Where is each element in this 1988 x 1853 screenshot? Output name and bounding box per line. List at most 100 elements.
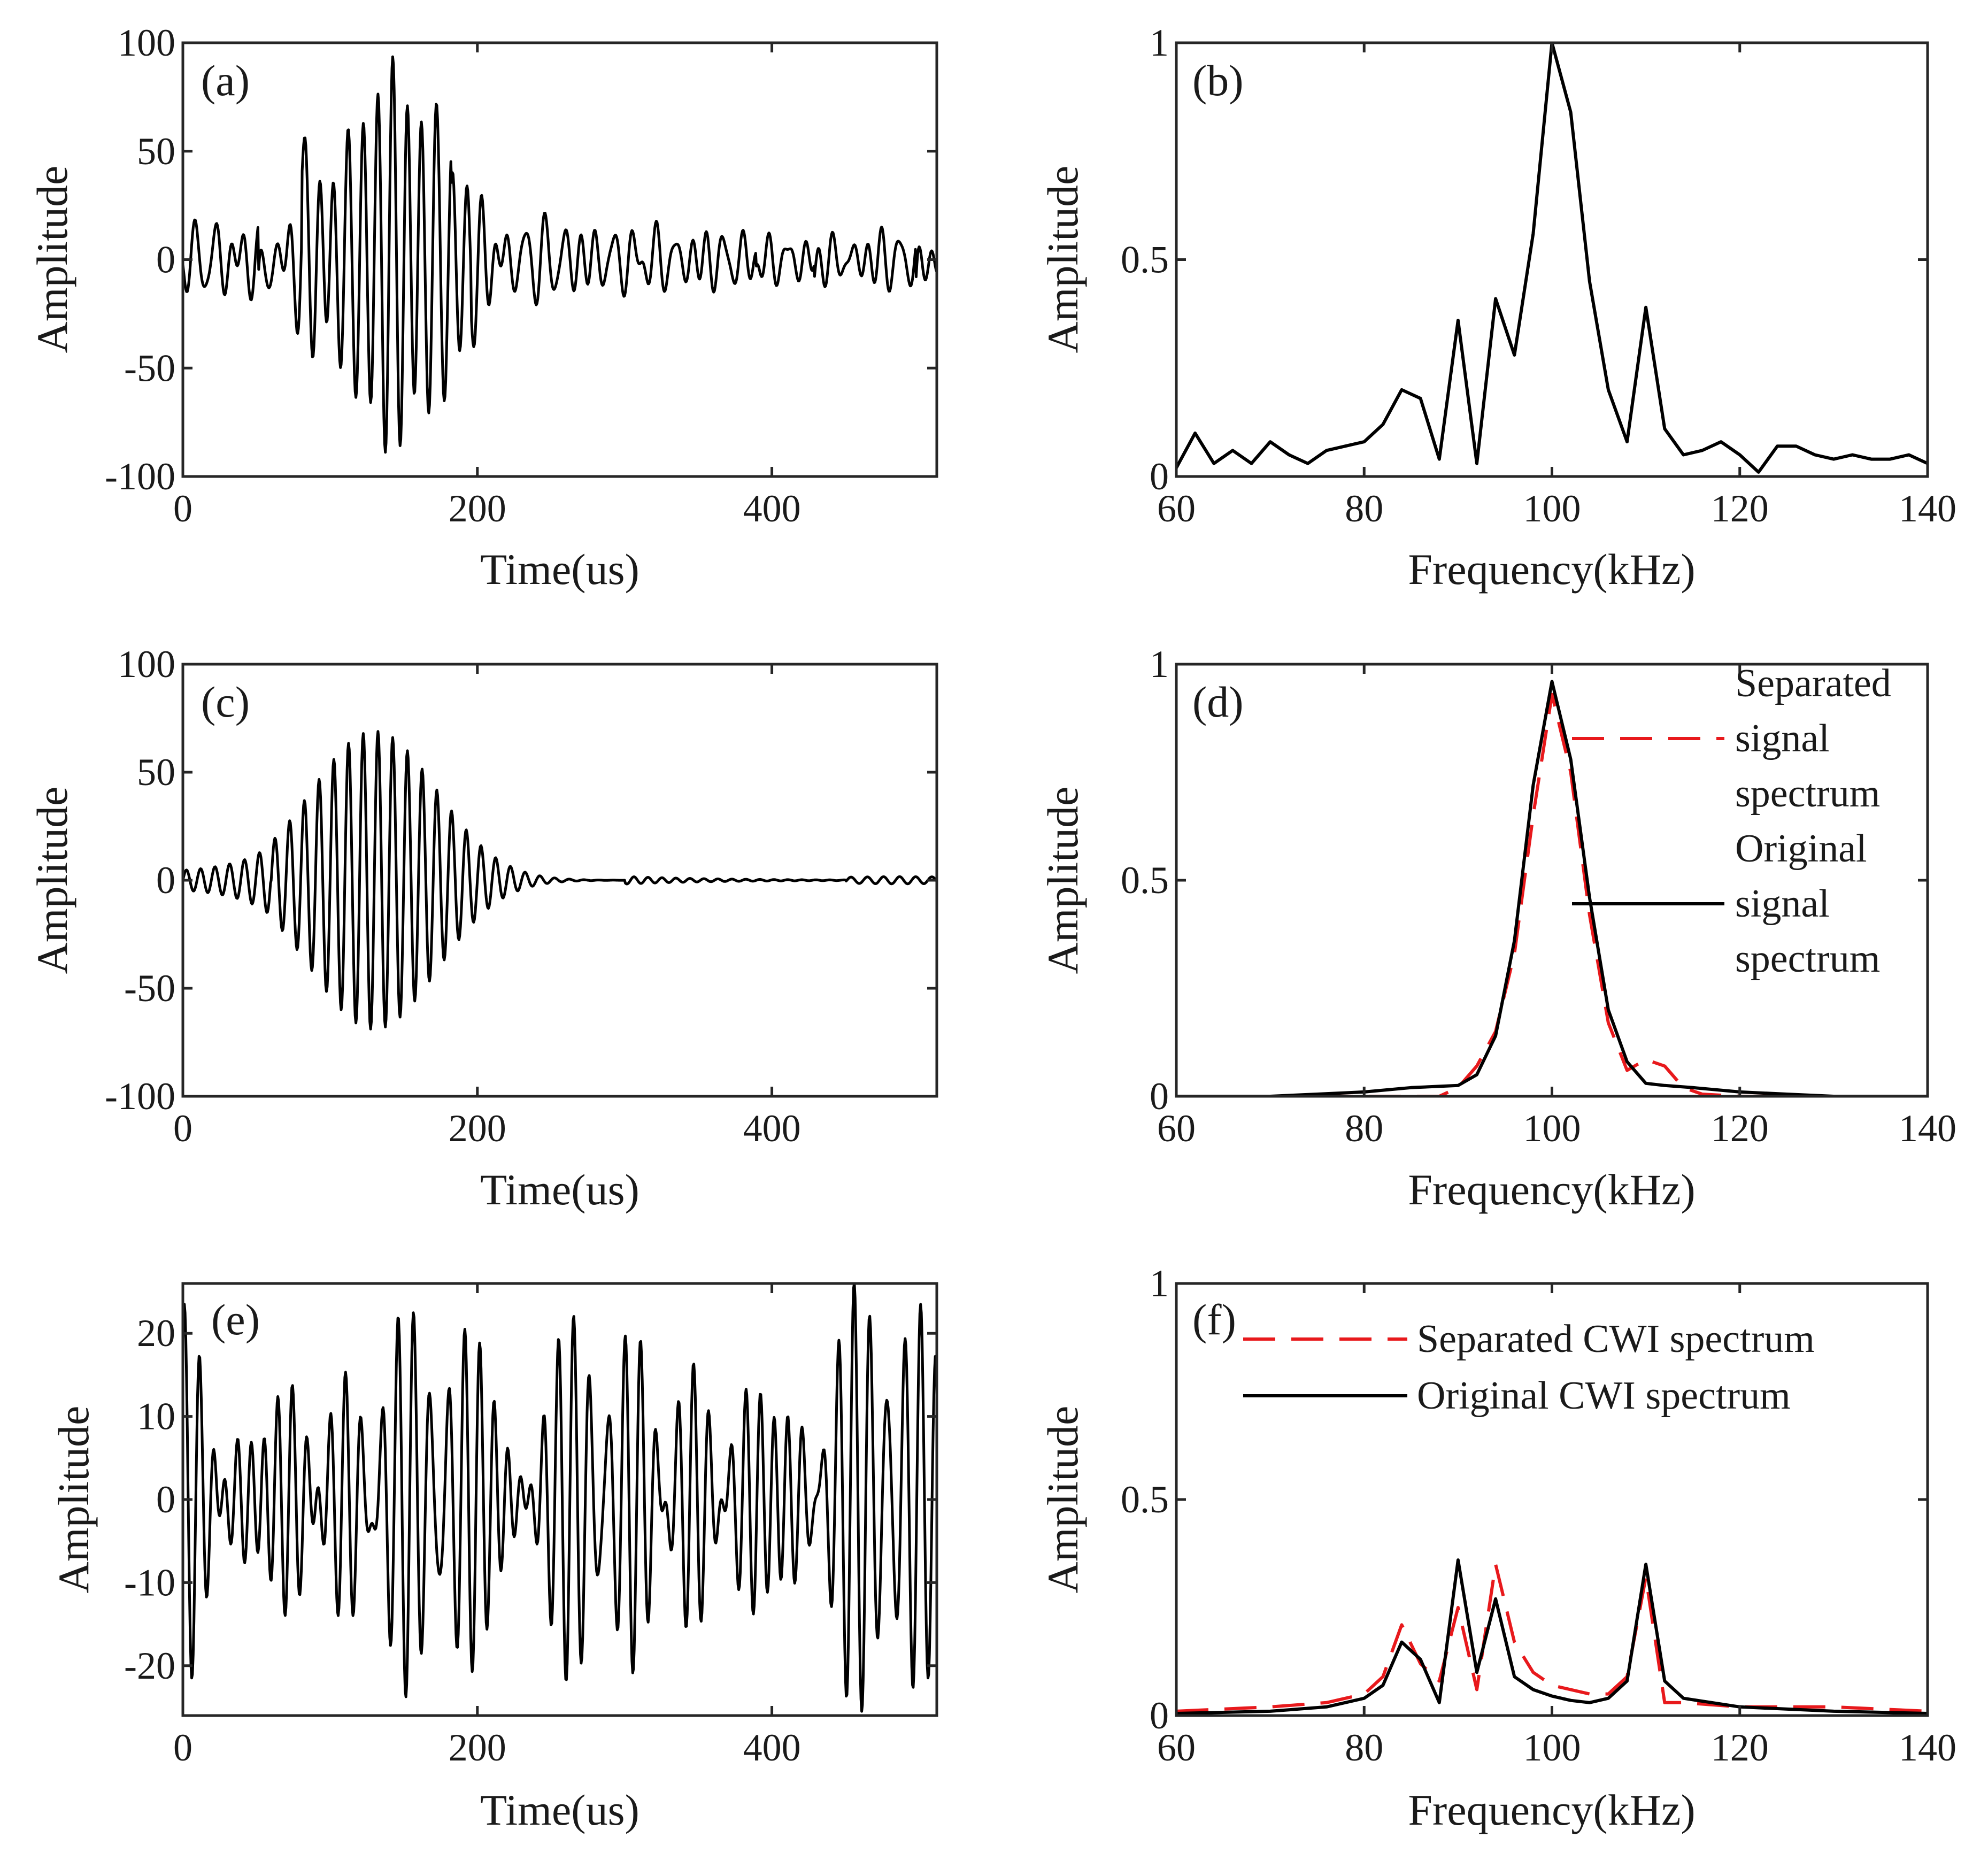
legend-label-d-2: signal bbox=[1735, 882, 1830, 926]
x-tick-label-b: 100 bbox=[1523, 487, 1581, 530]
y-axis-label-a: Amplitude bbox=[28, 166, 76, 353]
x-tick-label-c: 0 bbox=[173, 1107, 192, 1150]
x-tick-label-f: 80 bbox=[1345, 1726, 1383, 1769]
x-axis-label-b: Frequency(kHz) bbox=[1408, 545, 1695, 594]
y-axis-label-f: Amplitude bbox=[1038, 1406, 1087, 1594]
x-tick-label-e: 0 bbox=[173, 1726, 192, 1769]
y-axis-label-e: Amplitude bbox=[49, 1406, 98, 1594]
ticks-c: 0 200 400 -100 -50 0 50 100 bbox=[105, 643, 937, 1150]
y-tick-label-a: 0 bbox=[156, 239, 175, 281]
x-tick-label-d: 140 bbox=[1899, 1107, 1956, 1150]
x-tick-label-c: 400 bbox=[743, 1107, 801, 1150]
panel-f: (f) Frequency(kHz) Amplitude 60 80 100 120 1… bbox=[1038, 1262, 1956, 1834]
y-tick-label-a: 100 bbox=[118, 21, 175, 64]
y-tick-label-b: 0.5 bbox=[1121, 239, 1169, 281]
y-tick-label-c: -50 bbox=[124, 967, 175, 1010]
y-tick-label-e: 20 bbox=[137, 1312, 175, 1355]
plot-area-a bbox=[183, 55, 937, 454]
y-tick-label-f: 0.5 bbox=[1121, 1478, 1169, 1521]
plot-area-f bbox=[1176, 1558, 1928, 1715]
x-tick-label-d: 80 bbox=[1345, 1107, 1383, 1150]
y-tick-label-c: 100 bbox=[118, 643, 175, 686]
y-axis-label-b: Amplitude bbox=[1038, 166, 1087, 353]
panel-label-b: (b) bbox=[1192, 56, 1244, 105]
x-tick-label-b: 120 bbox=[1711, 487, 1769, 530]
y-tick-label-c: 50 bbox=[137, 751, 175, 794]
x-tick-label-b: 140 bbox=[1899, 487, 1956, 530]
series-line-f-1 bbox=[1176, 1563, 1928, 1713]
x-tick-label-d: 100 bbox=[1523, 1107, 1581, 1150]
y-tick-label-a: -100 bbox=[105, 455, 175, 498]
series-line-d-1 bbox=[1176, 693, 1928, 1096]
legend-label-f-2: Original CWI spectrum bbox=[1417, 1374, 1791, 1418]
plot-area-b bbox=[1176, 43, 1928, 474]
y-tick-label-c: 0 bbox=[156, 859, 175, 902]
ticks-e: 0 200 400 -20 -10 0 10 20 bbox=[124, 1283, 937, 1769]
y-tick-label-b: 0 bbox=[1150, 455, 1169, 498]
plot-area-e bbox=[183, 1283, 937, 1713]
y-tick-label-f: 1 bbox=[1150, 1262, 1169, 1305]
y-axis-label-c: Amplitude bbox=[28, 787, 76, 974]
plot-area-d bbox=[1176, 680, 1928, 1096]
panel-d: (d) Frequency(kHz) Amplitude 60 80 100 120 1… bbox=[1038, 643, 1956, 1214]
panel-b: (b) Frequency(kHz) Amplitude 60 80 100 120 1… bbox=[1038, 21, 1956, 594]
panel-label-c: (c) bbox=[201, 678, 250, 726]
panel-label-a: (a) bbox=[201, 56, 250, 105]
series-line-c-1 bbox=[183, 730, 937, 1031]
y-tick-label-a: 50 bbox=[137, 130, 175, 173]
x-axis-label-d: Frequency(kHz) bbox=[1408, 1165, 1695, 1214]
x-tick-label-e: 200 bbox=[449, 1726, 506, 1769]
legend-label-d-2: spectrum bbox=[1735, 937, 1880, 981]
y-tick-label-c: -100 bbox=[105, 1075, 175, 1118]
x-tick-label-d: 120 bbox=[1711, 1107, 1769, 1150]
x-tick-label-a: 0 bbox=[173, 487, 192, 530]
x-tick-label-b: 80 bbox=[1345, 487, 1383, 530]
y-tick-label-d: 1 bbox=[1150, 643, 1169, 686]
legend-f: Separated CWI spectrum Original CWI spect… bbox=[1243, 1317, 1815, 1418]
legend-label-d-1: spectrum bbox=[1735, 772, 1880, 816]
legend-d: Separated signal spectrum Original signal spe… bbox=[1572, 662, 1891, 981]
series-line-f-2 bbox=[1176, 1558, 1928, 1715]
x-tick-label-f: 60 bbox=[1157, 1726, 1196, 1769]
x-axis-label-c: Time(us) bbox=[480, 1165, 639, 1214]
panel-label-f: (f) bbox=[1192, 1295, 1236, 1344]
x-tick-label-f: 100 bbox=[1523, 1726, 1581, 1769]
axes-frame-b bbox=[1175, 41, 1929, 478]
x-tick-label-b: 60 bbox=[1157, 487, 1196, 530]
y-tick-label-e: -20 bbox=[124, 1644, 175, 1687]
x-tick-label-e: 400 bbox=[743, 1726, 801, 1769]
y-tick-label-f: 0 bbox=[1150, 1694, 1169, 1737]
series-line-a-1 bbox=[183, 55, 937, 454]
legend-label-d-1: Separated bbox=[1735, 662, 1891, 705]
panel-label-e: (e) bbox=[211, 1295, 260, 1344]
ticks-a: 0 200 400 -100 -50 0 50 100 bbox=[105, 21, 937, 530]
x-tick-label-a: 400 bbox=[743, 487, 801, 530]
ticks-b: 60 80 100 120 140 0 0.5 1 bbox=[1121, 21, 1956, 530]
plot-area-c bbox=[183, 730, 937, 1031]
y-tick-label-b: 1 bbox=[1150, 21, 1169, 64]
panel-e: (e) Time(us) Amplitude 0 200 400 -20 -10 0 10 2… bbox=[49, 1282, 938, 1834]
series-line-d-2 bbox=[1176, 680, 1928, 1096]
series-line-b-1 bbox=[1176, 43, 1928, 474]
x-tick-label-d: 60 bbox=[1157, 1107, 1196, 1150]
x-axis-label-f: Frequency(kHz) bbox=[1408, 1786, 1695, 1834]
x-tick-label-a: 200 bbox=[449, 487, 506, 530]
ticks-d: 60 80 100 120 140 0 0.5 1 bbox=[1121, 643, 1956, 1150]
x-tick-label-f: 120 bbox=[1711, 1726, 1769, 1769]
legend-label-f-1: Separated CWI spectrum bbox=[1417, 1317, 1815, 1361]
y-tick-label-e: 0 bbox=[156, 1478, 175, 1521]
y-tick-label-e: -10 bbox=[124, 1561, 175, 1604]
y-tick-label-a: -50 bbox=[124, 347, 175, 389]
panel-a: (a) Time(us) Amplitude 0 200 400 -100 -50 0 50… bbox=[28, 21, 938, 594]
x-axis-label-e: Time(us) bbox=[480, 1786, 639, 1834]
y-axis-label-d: Amplitude bbox=[1038, 787, 1087, 974]
panel-label-d: (d) bbox=[1192, 678, 1244, 726]
y-tick-label-d: 0 bbox=[1150, 1075, 1169, 1118]
series-line-e-1 bbox=[183, 1283, 937, 1713]
legend-label-d-1: signal bbox=[1735, 717, 1830, 760]
panel-c: (c) Time(us) Amplitude 0 200 400 -100 -50 0 50… bbox=[28, 643, 938, 1214]
x-tick-label-c: 200 bbox=[449, 1107, 506, 1150]
legend-label-d-2: Original bbox=[1735, 827, 1867, 871]
ticks-f: 60 80 100 120 140 0 0.5 1 bbox=[1121, 1262, 1956, 1769]
